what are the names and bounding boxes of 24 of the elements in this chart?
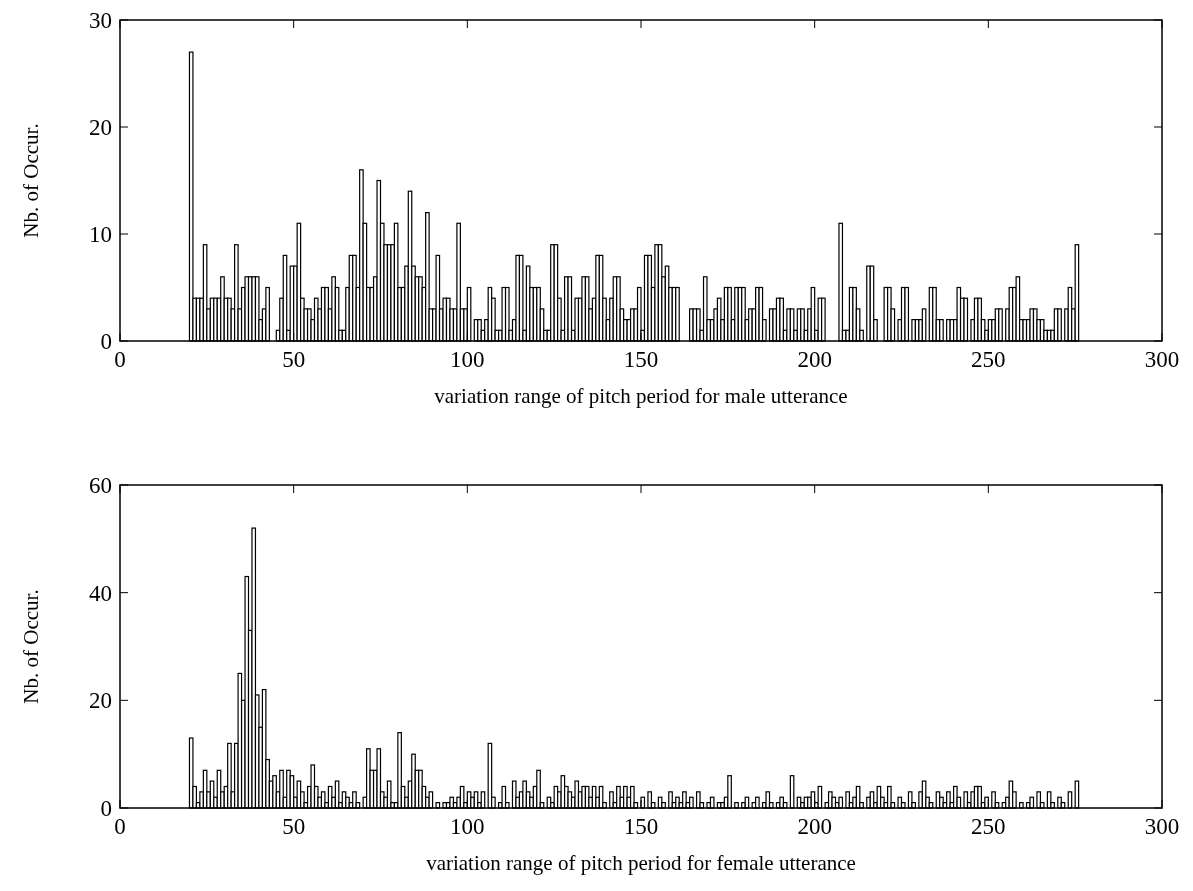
y-tick-label: 10 — [89, 222, 112, 247]
x-tick-label: 250 — [971, 347, 1006, 372]
x-axis-title: variation range of pitch period for male utterance — [434, 384, 848, 408]
x-tick-label: 50 — [282, 814, 306, 839]
x-tick-label: 200 — [797, 814, 832, 839]
y-axis-title: Nb. of Occur. — [19, 589, 43, 704]
x-tick-label: 150 — [623, 347, 659, 372]
y-tick-label: 20 — [89, 688, 112, 714]
x-tick-label: 250 — [971, 814, 1006, 839]
y-tick-label: 0 — [100, 329, 112, 354]
y-tick-label: 40 — [89, 580, 112, 606]
y-axis-title: Nb. of Occur. — [19, 123, 43, 238]
x-tick-label: 150 — [623, 814, 659, 839]
x-tick-label: 100 — [450, 347, 485, 372]
x-tick-label: 200 — [797, 347, 832, 372]
x-tick-label: 300 — [1144, 347, 1180, 372]
x-tick-label: 100 — [450, 814, 485, 839]
y-tick-label: 30 — [89, 8, 112, 33]
x-tick-label: 300 — [1144, 814, 1180, 839]
y-tick-label: 20 — [89, 115, 112, 140]
x-axis-title: variation range of pitch period for female utterance — [426, 851, 856, 875]
y-tick-label: 0 — [100, 796, 112, 821]
y-tick-label: 60 — [89, 473, 112, 498]
x-tick-label: 50 — [282, 347, 306, 372]
